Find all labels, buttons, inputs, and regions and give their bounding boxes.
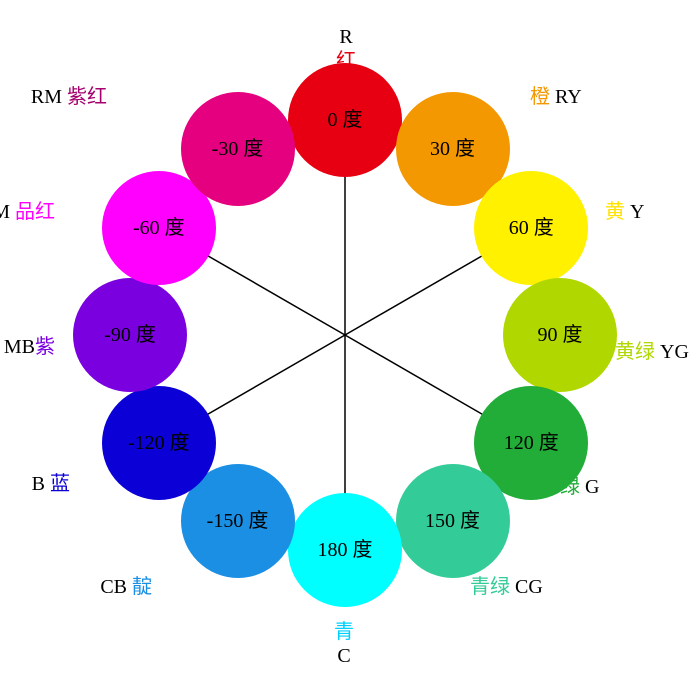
outer-label-part: 靛 (132, 576, 152, 598)
color-node-c: 180 度 (288, 493, 402, 607)
outer-label-rm: RM 紫红 (31, 85, 107, 109)
color-node-cg: 150 度 (396, 464, 510, 578)
color-node-degree-label: 90 度 (538, 325, 583, 345)
outer-label-part: CG (515, 576, 543, 598)
outer-label-part: MB (4, 336, 35, 358)
outer-label-part: 蓝 (50, 473, 70, 495)
color-node-degree-label: 150 度 (425, 511, 480, 531)
outer-label-part: 黄 (605, 201, 630, 223)
outer-label-r: R红 (336, 25, 356, 73)
outer-label-part: R (336, 25, 356, 49)
outer-label-part: 品红 (15, 201, 55, 223)
outer-label-part: 青 (334, 620, 354, 644)
outer-label-c: 青C (334, 620, 354, 668)
outer-label-part: 青绿 (470, 576, 515, 598)
outer-label-yg: 黄绿 YG (615, 340, 689, 364)
color-node-degree-label: -30 度 (212, 139, 264, 159)
color-node-rm: -30 度 (181, 92, 295, 206)
color-node-degree-label: 120 度 (504, 433, 559, 453)
outer-label-cb: CB 靛 (100, 575, 152, 599)
outer-label-b: B 蓝 (32, 472, 70, 496)
color-node-degree-label: -150 度 (207, 511, 269, 531)
outer-label-g: 绿 G (560, 475, 599, 499)
outer-label-part: YG (660, 341, 689, 363)
outer-label-part: RM (31, 86, 67, 108)
outer-label-part: 紫 (35, 336, 55, 358)
outer-label-part: 橙 (530, 86, 555, 108)
outer-label-part: 紫红 (67, 86, 107, 108)
color-node-y: 60 度 (474, 171, 588, 285)
color-node-degree-label: -120 度 (128, 433, 190, 453)
color-node-mb: -90 度 (73, 278, 187, 392)
outer-label-part: G (585, 476, 599, 498)
color-node-degree-label: 60 度 (509, 218, 554, 238)
outer-label-y: 黄 Y (605, 200, 644, 224)
outer-label-cg: 青绿 CG (470, 575, 543, 599)
color-node-degree-label: 180 度 (318, 540, 373, 560)
outer-label-part: 绿 (560, 476, 585, 498)
color-node-b: -120 度 (102, 386, 216, 500)
color-node-degree-label: -60 度 (133, 218, 185, 238)
outer-label-part: CB (100, 576, 132, 598)
color-wheel-diagram: 0 度 30 度 60 度 90 度 120 度 150 度 180 度 -150 度 -120… (0, 0, 690, 687)
color-node-degree-label: 30 度 (430, 139, 475, 159)
outer-label-m: M 品红 (0, 200, 55, 224)
color-node-r: 0 度 (288, 63, 402, 177)
color-node-degree-label: -90 度 (104, 325, 156, 345)
outer-label-part: B (32, 473, 50, 495)
outer-label-ry: 橙 RY (530, 85, 582, 109)
outer-label-mb: MB紫 (4, 335, 55, 359)
outer-label-part: 黄绿 (615, 341, 660, 363)
color-node-degree-label: 0 度 (328, 110, 363, 130)
outer-label-part: RY (555, 86, 582, 108)
outer-label-part: M (0, 201, 15, 223)
outer-label-part: 红 (336, 49, 356, 73)
outer-label-part: C (334, 644, 354, 668)
color-node-yg: 90 度 (503, 278, 617, 392)
outer-label-part: Y (630, 201, 644, 223)
